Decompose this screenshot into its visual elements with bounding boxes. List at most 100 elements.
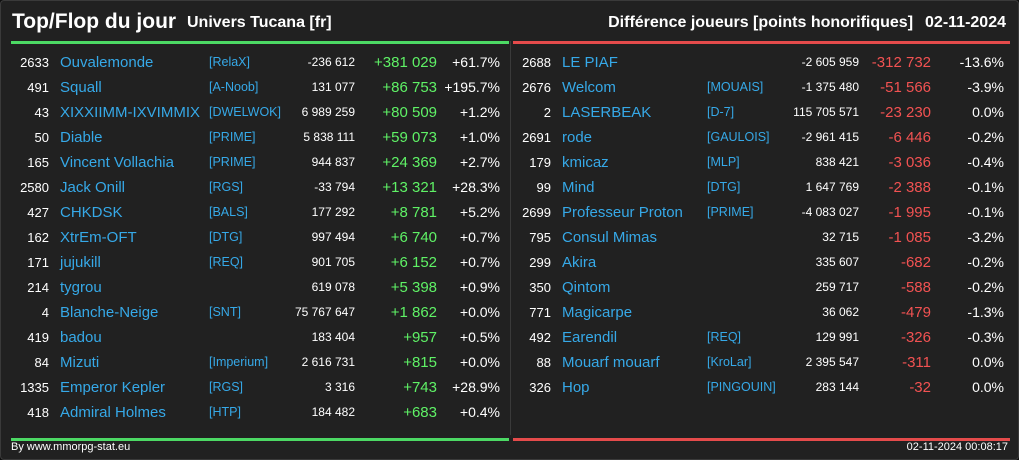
player-name-link[interactable]: Emperor Kepler bbox=[60, 379, 166, 396]
player-rank: 492 bbox=[529, 330, 551, 345]
player-points: 32 715 bbox=[822, 230, 859, 244]
player-name-link[interactable]: CHKDSK bbox=[60, 204, 123, 221]
percent-change: +195.7% bbox=[444, 79, 500, 95]
flop-row: 2 LASERBEAK [D-7] 115 705 571 -23 230 0.0% bbox=[513, 100, 1010, 125]
alliance-tag-link[interactable]: [Imperium] bbox=[209, 355, 269, 369]
alliance-tag-link[interactable]: [DTG] bbox=[707, 180, 741, 194]
player-name-link[interactable]: Hop bbox=[562, 379, 590, 396]
player-name-link[interactable]: Ouvalemonde bbox=[60, 54, 154, 71]
player-name-link[interactable]: Jack Onill bbox=[60, 179, 126, 196]
top-row: 50 Diable [PRIME] 5 838 111 +59 073 +1.0% bbox=[11, 125, 509, 150]
alliance-tag-link[interactable]: [PRIME] bbox=[209, 130, 256, 144]
percent-change: -0.1% bbox=[967, 179, 1004, 195]
player-points: 6 989 259 bbox=[301, 105, 355, 119]
player-name-link[interactable]: Mizuti bbox=[60, 354, 100, 371]
player-name-link[interactable]: Consul Mimas bbox=[562, 229, 658, 246]
player-name-link[interactable]: kmicaz bbox=[562, 154, 609, 171]
alliance-tag-link[interactable]: [RelaX] bbox=[209, 55, 250, 69]
player-points: 177 292 bbox=[311, 205, 355, 219]
player-name-link[interactable]: rode bbox=[562, 129, 593, 146]
alliance-tag-link[interactable]: [PRIME] bbox=[209, 155, 256, 169]
player-rank: 419 bbox=[27, 330, 49, 345]
points-difference: -311 bbox=[902, 354, 931, 371]
panel-divider bbox=[510, 41, 511, 435]
player-rank: 2 bbox=[543, 105, 551, 120]
alliance-tag-link[interactable]: [KroLar] bbox=[707, 355, 752, 369]
player-name-link[interactable]: badou bbox=[60, 329, 102, 346]
player-name-link[interactable]: Admiral Holmes bbox=[60, 404, 166, 421]
player-name-link[interactable]: Mouarf mouarf bbox=[562, 354, 660, 371]
player-points: 2 395 547 bbox=[805, 355, 859, 369]
player-points: 838 421 bbox=[815, 155, 859, 169]
alliance-tag-link[interactable]: [PRIME] bbox=[707, 205, 754, 219]
flop-row: 795 Consul Mimas 32 715 -1 085 -3.2% bbox=[513, 225, 1010, 250]
player-name-link[interactable]: Vincent Vollachia bbox=[60, 154, 174, 171]
player-points: 944 837 bbox=[311, 155, 355, 169]
player-name-link[interactable]: Professeur Proton bbox=[562, 204, 683, 221]
player-name-link[interactable]: Mind bbox=[562, 179, 595, 196]
flop-row: 2699 Professeur Proton [PRIME] -4 083 027 -1… bbox=[513, 200, 1010, 225]
flop-row: 179 kmicaz [MLP] 838 421 -3 036 -0.4% bbox=[513, 150, 1010, 175]
percent-change: 0.0% bbox=[972, 354, 1004, 370]
player-name-link[interactable]: Squall bbox=[60, 79, 102, 96]
player-name-link[interactable]: jujukill bbox=[60, 254, 101, 271]
points-difference: -6 446 bbox=[888, 129, 931, 146]
points-difference: +6 740 bbox=[390, 229, 437, 246]
percent-change: -0.2% bbox=[967, 279, 1004, 295]
points-difference: +8 781 bbox=[390, 204, 437, 221]
alliance-tag-link[interactable]: [REQ] bbox=[707, 330, 742, 344]
top-row: 4 Blanche-Neige [SNT] 75 767 647 +1 862 +0.0% bbox=[11, 300, 509, 325]
alliance-tag-link[interactable]: [REQ] bbox=[209, 255, 244, 269]
percent-change: -0.3% bbox=[967, 329, 1004, 345]
points-difference: -3 036 bbox=[888, 154, 931, 171]
alliance-tag-link[interactable]: [DWELWOK] bbox=[209, 105, 281, 119]
percent-change: 0.0% bbox=[972, 379, 1004, 395]
player-points: 997 494 bbox=[311, 230, 355, 244]
alliance-tag-link[interactable]: [RGS] bbox=[209, 380, 244, 394]
points-difference: +13 321 bbox=[382, 179, 437, 196]
player-points: 259 717 bbox=[815, 280, 859, 294]
alliance-tag-link[interactable]: [BALS] bbox=[209, 205, 248, 219]
player-name-link[interactable]: tygrou bbox=[60, 279, 102, 296]
player-name-link[interactable]: Akira bbox=[562, 254, 597, 271]
player-name-link[interactable]: XtrEm-OFT bbox=[60, 229, 137, 246]
header-right: Différence joueurs [points honorifiques]… bbox=[608, 8, 1006, 36]
alliance-tag-link[interactable]: [HTP] bbox=[209, 405, 241, 419]
percent-change: +2.7% bbox=[459, 154, 500, 170]
flop-row: 2691 rode [GAULOIS] -2 961 415 -6 446 -0.2% bbox=[513, 125, 1010, 150]
alliance-tag-link[interactable]: [MOUAIS] bbox=[707, 80, 764, 94]
footer-credit: By www.mmorpg-stat.eu bbox=[11, 441, 131, 453]
points-difference: +24 369 bbox=[382, 154, 437, 171]
top-panel: 2633 Ouvalemonde [RelaX] -236 612 +381 029 +6… bbox=[11, 41, 509, 441]
points-difference: +5 398 bbox=[390, 279, 437, 296]
alliance-tag-link[interactable]: [D-7] bbox=[707, 105, 735, 119]
alliance-tag-link[interactable]: [PINGOUIN] bbox=[707, 380, 776, 394]
player-rank: 162 bbox=[27, 230, 49, 245]
alliance-tag-link[interactable]: [SNT] bbox=[209, 305, 241, 319]
flop-list: 2688 LE PIAF -2 605 959 -312 732 -13.6% 2676 W… bbox=[513, 50, 1010, 400]
player-name-link[interactable]: Welcom bbox=[562, 79, 616, 96]
percent-change: +1.2% bbox=[459, 104, 500, 120]
player-name-link[interactable]: Diable bbox=[60, 129, 103, 146]
player-name-link[interactable]: LASERBEAK bbox=[562, 104, 652, 121]
player-name-link[interactable]: Magicarpe bbox=[562, 304, 633, 321]
player-rank: 171 bbox=[27, 255, 49, 270]
alliance-tag-link[interactable]: [DTG] bbox=[209, 230, 243, 244]
player-points: -2 605 959 bbox=[801, 55, 859, 69]
percent-change: +28.9% bbox=[452, 379, 500, 395]
alliance-tag-link[interactable]: [RGS] bbox=[209, 180, 244, 194]
alliance-tag-link[interactable]: [A-Noob] bbox=[209, 80, 259, 94]
player-name-link[interactable]: Earendil bbox=[562, 329, 618, 346]
alliance-tag-link[interactable]: [MLP] bbox=[707, 155, 740, 169]
player-rank: 299 bbox=[529, 255, 551, 270]
player-rank: 4 bbox=[41, 305, 49, 320]
player-name-link[interactable]: Qintom bbox=[562, 279, 611, 296]
percent-change: 0.0% bbox=[972, 104, 1004, 120]
player-name-link[interactable]: LE PIAF bbox=[562, 54, 618, 71]
player-name-link[interactable]: Blanche-Neige bbox=[60, 304, 159, 321]
player-name-link[interactable]: XIXXIIMM-IXVIMMIX bbox=[60, 104, 201, 121]
player-rank: 2691 bbox=[522, 130, 551, 145]
header-date: 02-11-2024 bbox=[925, 14, 1006, 31]
alliance-tag-link[interactable]: [GAULOIS] bbox=[707, 130, 770, 144]
player-points: 283 144 bbox=[815, 380, 859, 394]
